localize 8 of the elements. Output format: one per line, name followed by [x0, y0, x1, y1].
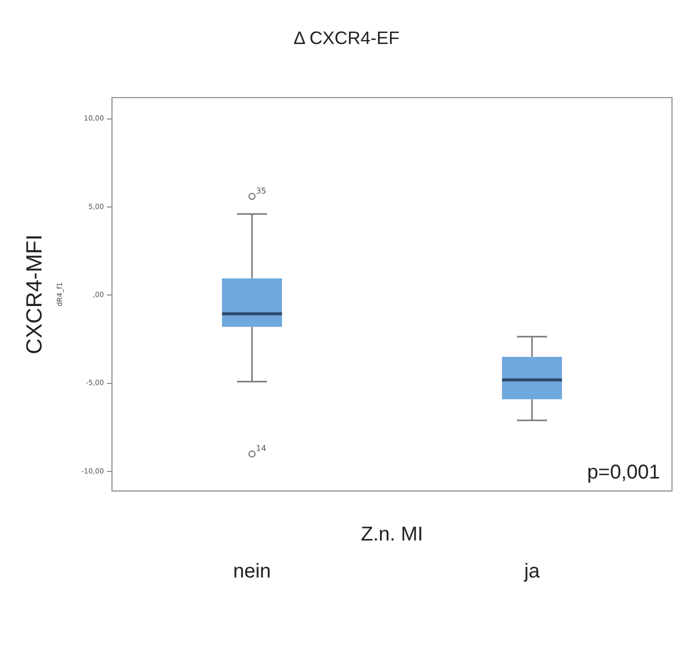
x-tick-label: nein — [233, 560, 271, 583]
annotation: 14 — [256, 444, 266, 454]
annotation: 35 — [256, 186, 266, 196]
chart-title: Δ CXCR4-EF — [293, 28, 400, 48]
x-tick-label: ja — [523, 560, 541, 583]
x-axis-title: Z.n. MI — [360, 524, 424, 546]
y-axis-title: CXCR4-MFI — [21, 234, 46, 354]
annotation: p=0,001 — [587, 462, 660, 484]
